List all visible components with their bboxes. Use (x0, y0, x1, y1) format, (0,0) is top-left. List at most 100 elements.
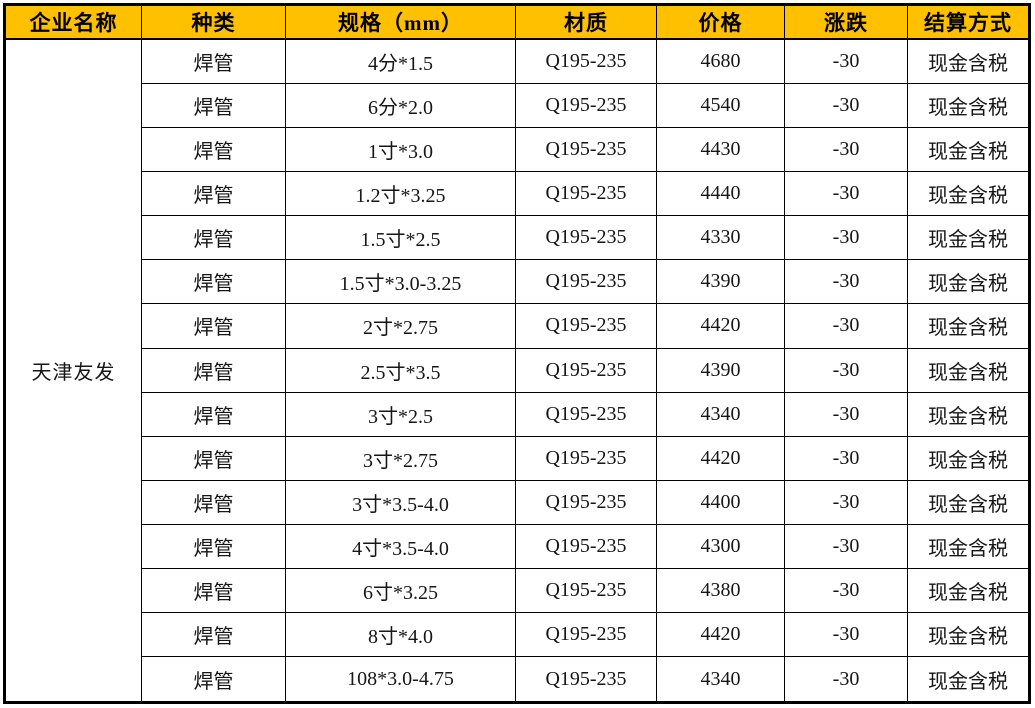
cell-material: Q195-235 (515, 82, 657, 128)
cell-settlement: 现金含税 (907, 126, 1030, 173)
cell-price: 4390 (656, 347, 785, 393)
cell-spec: 3寸*2.75 (285, 435, 516, 481)
table-row: 焊管 1.5寸*2.5 Q195-235 4330 -30 现金含税 (5, 215, 1030, 261)
cell-price: 4340 (656, 391, 785, 437)
price-table: 企业名称 种类 规格（mm） 材质 价格 涨跌 结算方式 天津友发 焊管 4分*1.5 Q195-… (3, 3, 1031, 704)
column-header-settlement: 结算方式 (907, 4, 1030, 40)
company-cell: 天津友发 (4, 38, 142, 703)
cell-price: 4400 (656, 479, 785, 525)
cell-type: 焊管 (141, 391, 286, 437)
cell-material: Q195-235 (515, 435, 657, 481)
cell-price: 4300 (656, 523, 785, 570)
cell-change: -30 (784, 479, 908, 525)
table-row: 焊管 108*3.0-4.75 Q195-235 4340 -30 现金含税 (5, 656, 1030, 703)
cell-change: -30 (784, 82, 908, 128)
cell-spec: 3寸*2.5 (285, 391, 516, 437)
header-row: 企业名称 种类 规格（mm） 材质 价格 涨跌 结算方式 (4, 4, 1030, 40)
cell-price: 4420 (656, 435, 785, 481)
cell-type: 焊管 (141, 82, 286, 128)
cell-type: 焊管 (141, 523, 286, 570)
cell-price: 4420 (656, 612, 785, 658)
cell-spec: 6分*2.0 (285, 82, 516, 128)
table-row: 焊管 2.5寸*3.5 Q195-235 4390 -30 现金含税 (5, 347, 1030, 393)
cell-type: 焊管 (141, 303, 286, 349)
cell-material: Q195-235 (515, 171, 657, 217)
cell-material: Q195-235 (515, 347, 657, 393)
cell-spec: 6寸*3.25 (285, 568, 516, 614)
cell-material: Q195-235 (515, 259, 657, 305)
table-row: 焊管 4寸*3.5-4.0 Q195-235 4300 -30 现金含税 (5, 523, 1030, 570)
cell-type: 焊管 (141, 215, 286, 261)
cell-material: Q195-235 (515, 126, 657, 173)
cell-price: 4330 (656, 215, 785, 261)
cell-spec: 8寸*4.0 (285, 612, 516, 658)
cell-change: -30 (784, 126, 908, 173)
cell-change: -30 (784, 523, 908, 570)
cell-material: Q195-235 (515, 523, 657, 570)
cell-price: 4420 (656, 303, 785, 349)
cell-material: Q195-235 (515, 391, 657, 437)
price-sheet: 企业名称 种类 规格（mm） 材质 价格 涨跌 结算方式 天津友发 焊管 4分*1.5 Q195-… (3, 3, 1031, 704)
column-header-company: 企业名称 (4, 4, 142, 40)
table-row: 焊管 1.2寸*3.25 Q195-235 4440 -30 现金含税 (5, 171, 1030, 217)
table-row: 焊管 6寸*3.25 Q195-235 4380 -30 现金含税 (5, 568, 1030, 614)
cell-type: 焊管 (141, 612, 286, 658)
cell-material: Q195-235 (515, 479, 657, 525)
cell-settlement: 现金含税 (907, 259, 1030, 305)
cell-spec: 108*3.0-4.75 (285, 656, 516, 703)
cell-change: -30 (784, 215, 908, 261)
cell-change: -30 (784, 171, 908, 217)
table-row: 天津友发 焊管 4分*1.5 Q195-235 4680 -30 现金含税 (4, 38, 1030, 703)
table-row: 焊管 1寸*3.0 Q195-235 4430 -30 现金含税 (5, 126, 1030, 173)
cell-settlement: 现金含税 (907, 303, 1030, 349)
cell-price: 4540 (656, 82, 785, 128)
cell-change: -30 (784, 303, 908, 349)
table-body: 天津友发 焊管 4分*1.5 Q195-235 4680 -30 现金含税 焊管 6分*2.0 Q… (4, 38, 1030, 703)
cell-change: -30 (784, 347, 908, 393)
cell-type: 焊管 (141, 435, 286, 481)
cell-settlement: 现金含税 (907, 347, 1030, 393)
cell-spec: 4分*1.5 (285, 38, 516, 84)
cell-change: -30 (784, 391, 908, 437)
cell-change: -30 (784, 259, 908, 305)
column-header-spec: 规格（mm） (285, 4, 516, 40)
cell-type: 焊管 (141, 656, 286, 703)
cell-settlement: 现金含税 (907, 82, 1030, 128)
cell-settlement: 现金含税 (907, 656, 1030, 703)
cell-material: Q195-235 (515, 568, 657, 614)
cell-settlement: 现金含税 (907, 523, 1030, 570)
cell-material: Q195-235 (515, 215, 657, 261)
cell-material: Q195-235 (515, 303, 657, 349)
cell-spec: 1寸*3.0 (285, 126, 516, 173)
table-row: 焊管 3寸*2.5 Q195-235 4340 -30 现金含税 (5, 391, 1030, 437)
cell-price: 4440 (656, 171, 785, 217)
cell-spec: 3寸*3.5-4.0 (285, 479, 516, 525)
table-row: 焊管 6分*2.0 Q195-235 4540 -30 现金含税 (5, 82, 1030, 128)
cell-settlement: 现金含税 (907, 215, 1030, 261)
column-header-material: 材质 (515, 4, 657, 40)
cell-settlement: 现金含税 (907, 612, 1030, 658)
cell-settlement: 现金含税 (907, 479, 1030, 525)
cell-settlement: 现金含税 (907, 391, 1030, 437)
table-row: 焊管 3寸*3.5-4.0 Q195-235 4400 -30 现金含税 (5, 479, 1030, 525)
cell-change: -30 (784, 568, 908, 614)
cell-spec: 2寸*2.75 (285, 303, 516, 349)
cell-settlement: 现金含税 (907, 568, 1030, 614)
cell-spec: 4寸*3.5-4.0 (285, 523, 516, 570)
cell-material: Q195-235 (515, 656, 657, 703)
cell-spec: 1.5寸*2.5 (285, 215, 516, 261)
column-header-change: 涨跌 (784, 4, 908, 40)
cell-price: 4430 (656, 126, 785, 173)
cell-type: 焊管 (141, 568, 286, 614)
cell-type: 焊管 (141, 479, 286, 525)
cell-change: -30 (784, 612, 908, 658)
cell-material: Q195-235 (515, 612, 657, 658)
table-row: 焊管 2寸*2.75 Q195-235 4420 -30 现金含税 (5, 303, 1030, 349)
cell-type: 焊管 (141, 171, 286, 217)
cell-settlement: 现金含税 (907, 171, 1030, 217)
cell-price: 4340 (656, 656, 785, 703)
cell-type: 焊管 (141, 126, 286, 173)
cell-type: 焊管 (141, 347, 286, 393)
cell-type: 焊管 (141, 38, 286, 84)
cell-spec: 1.5寸*3.0-3.25 (285, 259, 516, 305)
